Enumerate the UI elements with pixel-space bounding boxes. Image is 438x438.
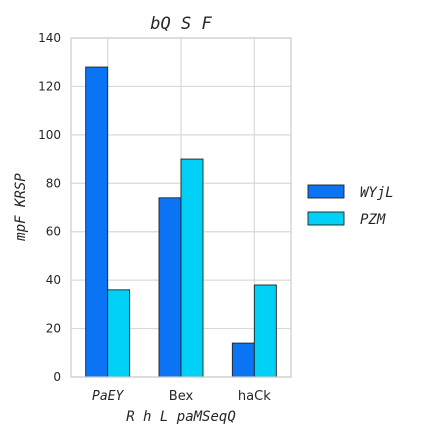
legend-label: WYjL	[360, 185, 394, 201]
y-tick-label: 100	[38, 128, 61, 142]
bar-WYjL-haCk	[231, 342, 255, 378]
y-tick-label: 140	[38, 31, 61, 45]
chart-title: bQ S F	[150, 14, 212, 34]
bar-WYjL-PaEY	[85, 66, 109, 378]
bar-PZM-PaEY	[107, 289, 131, 378]
bar-WYjL-Bex	[158, 197, 182, 378]
x-axis-label: R h L paMSeqQ	[126, 409, 236, 425]
bar-PZM-Bex	[180, 158, 204, 378]
y-tick-label: 20	[46, 322, 61, 336]
legend-label: PZM	[360, 212, 386, 228]
x-tick-label: PaEY	[92, 389, 124, 404]
y-axis-label: mpF KRSP	[13, 173, 29, 242]
plot-frame	[70, 37, 292, 378]
legend-swatch	[307, 184, 345, 199]
legend: WYjL PZM	[307, 184, 394, 228]
x-axis-ticks: PaEY Bex haCk	[92, 389, 271, 404]
bar-PZM-haCk	[253, 284, 277, 378]
y-tick-label: 120	[38, 79, 61, 93]
y-axis-ticks: 0 20 40 60 80 100 120 140	[38, 31, 61, 384]
x-tick-label: Bex	[169, 389, 194, 404]
y-tick-label: 80	[46, 176, 61, 190]
x-tick-label: haCk	[238, 389, 271, 404]
y-tick-label: 0	[53, 370, 61, 384]
legend-swatch	[307, 211, 345, 226]
y-tick-label: 40	[46, 273, 61, 287]
y-tick-label: 60	[46, 225, 61, 239]
